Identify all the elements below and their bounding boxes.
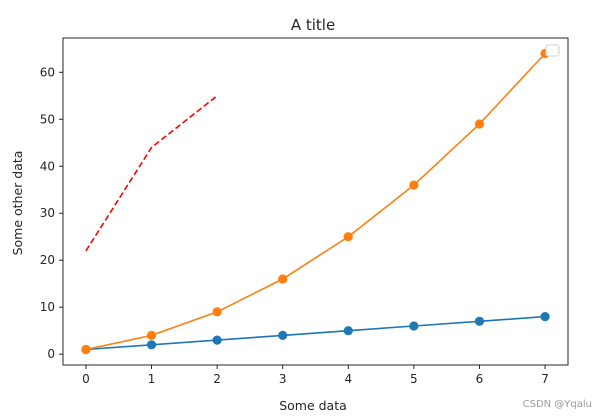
legend-box <box>545 44 560 57</box>
x-tick-label: 3 <box>279 372 287 386</box>
legend <box>545 44 560 57</box>
series-2-point <box>343 232 353 242</box>
chart-title: A title <box>291 16 335 34</box>
y-tick-label: 0 <box>47 347 55 361</box>
plot-frame <box>62 37 569 366</box>
y-tick-label: 10 <box>40 300 55 314</box>
series-1-point <box>343 326 353 336</box>
x-tick-label: 0 <box>82 372 90 386</box>
y-tick-label: 60 <box>40 65 55 79</box>
y-axis-label: Some other data <box>10 151 25 256</box>
x-tick-label: 2 <box>213 372 221 386</box>
plot-series <box>81 48 550 355</box>
x-tick-label: 7 <box>541 372 549 386</box>
series-1-point <box>474 316 485 326</box>
x-tick-label: 6 <box>476 372 484 386</box>
x-tick-label: 5 <box>410 372 418 386</box>
series-2-point <box>474 119 485 129</box>
y-tick-label: 50 <box>40 112 55 126</box>
series-2-point <box>212 307 222 317</box>
y-tick-label: 30 <box>40 206 55 220</box>
series-2-line <box>85 52 546 351</box>
series-1-point <box>540 312 550 322</box>
series-2-point <box>146 330 157 341</box>
series-2-point <box>409 180 419 190</box>
series-1-point <box>146 340 157 350</box>
series-1-point <box>409 321 419 331</box>
series-2-point <box>81 344 91 355</box>
series-1-point <box>212 335 222 345</box>
series-2 <box>81 48 550 355</box>
watermark: CSDN @Yqalu <box>522 399 592 410</box>
y-tick-label: 20 <box>40 253 55 267</box>
series-1-point <box>278 330 288 341</box>
ticks: 0 1 2 3 4 5 6 7 0 10 20 30 40 50 60 <box>40 65 549 386</box>
series-1-line <box>85 315 546 351</box>
x-tick-label: 1 <box>148 372 156 386</box>
x-tick-label: 4 <box>344 372 352 386</box>
series-3-line <box>85 95 218 252</box>
series-2-point <box>278 274 288 284</box>
series-3 <box>85 95 218 252</box>
y-tick-label: 40 <box>40 159 55 173</box>
x-axis-label: Some data <box>279 398 347 413</box>
